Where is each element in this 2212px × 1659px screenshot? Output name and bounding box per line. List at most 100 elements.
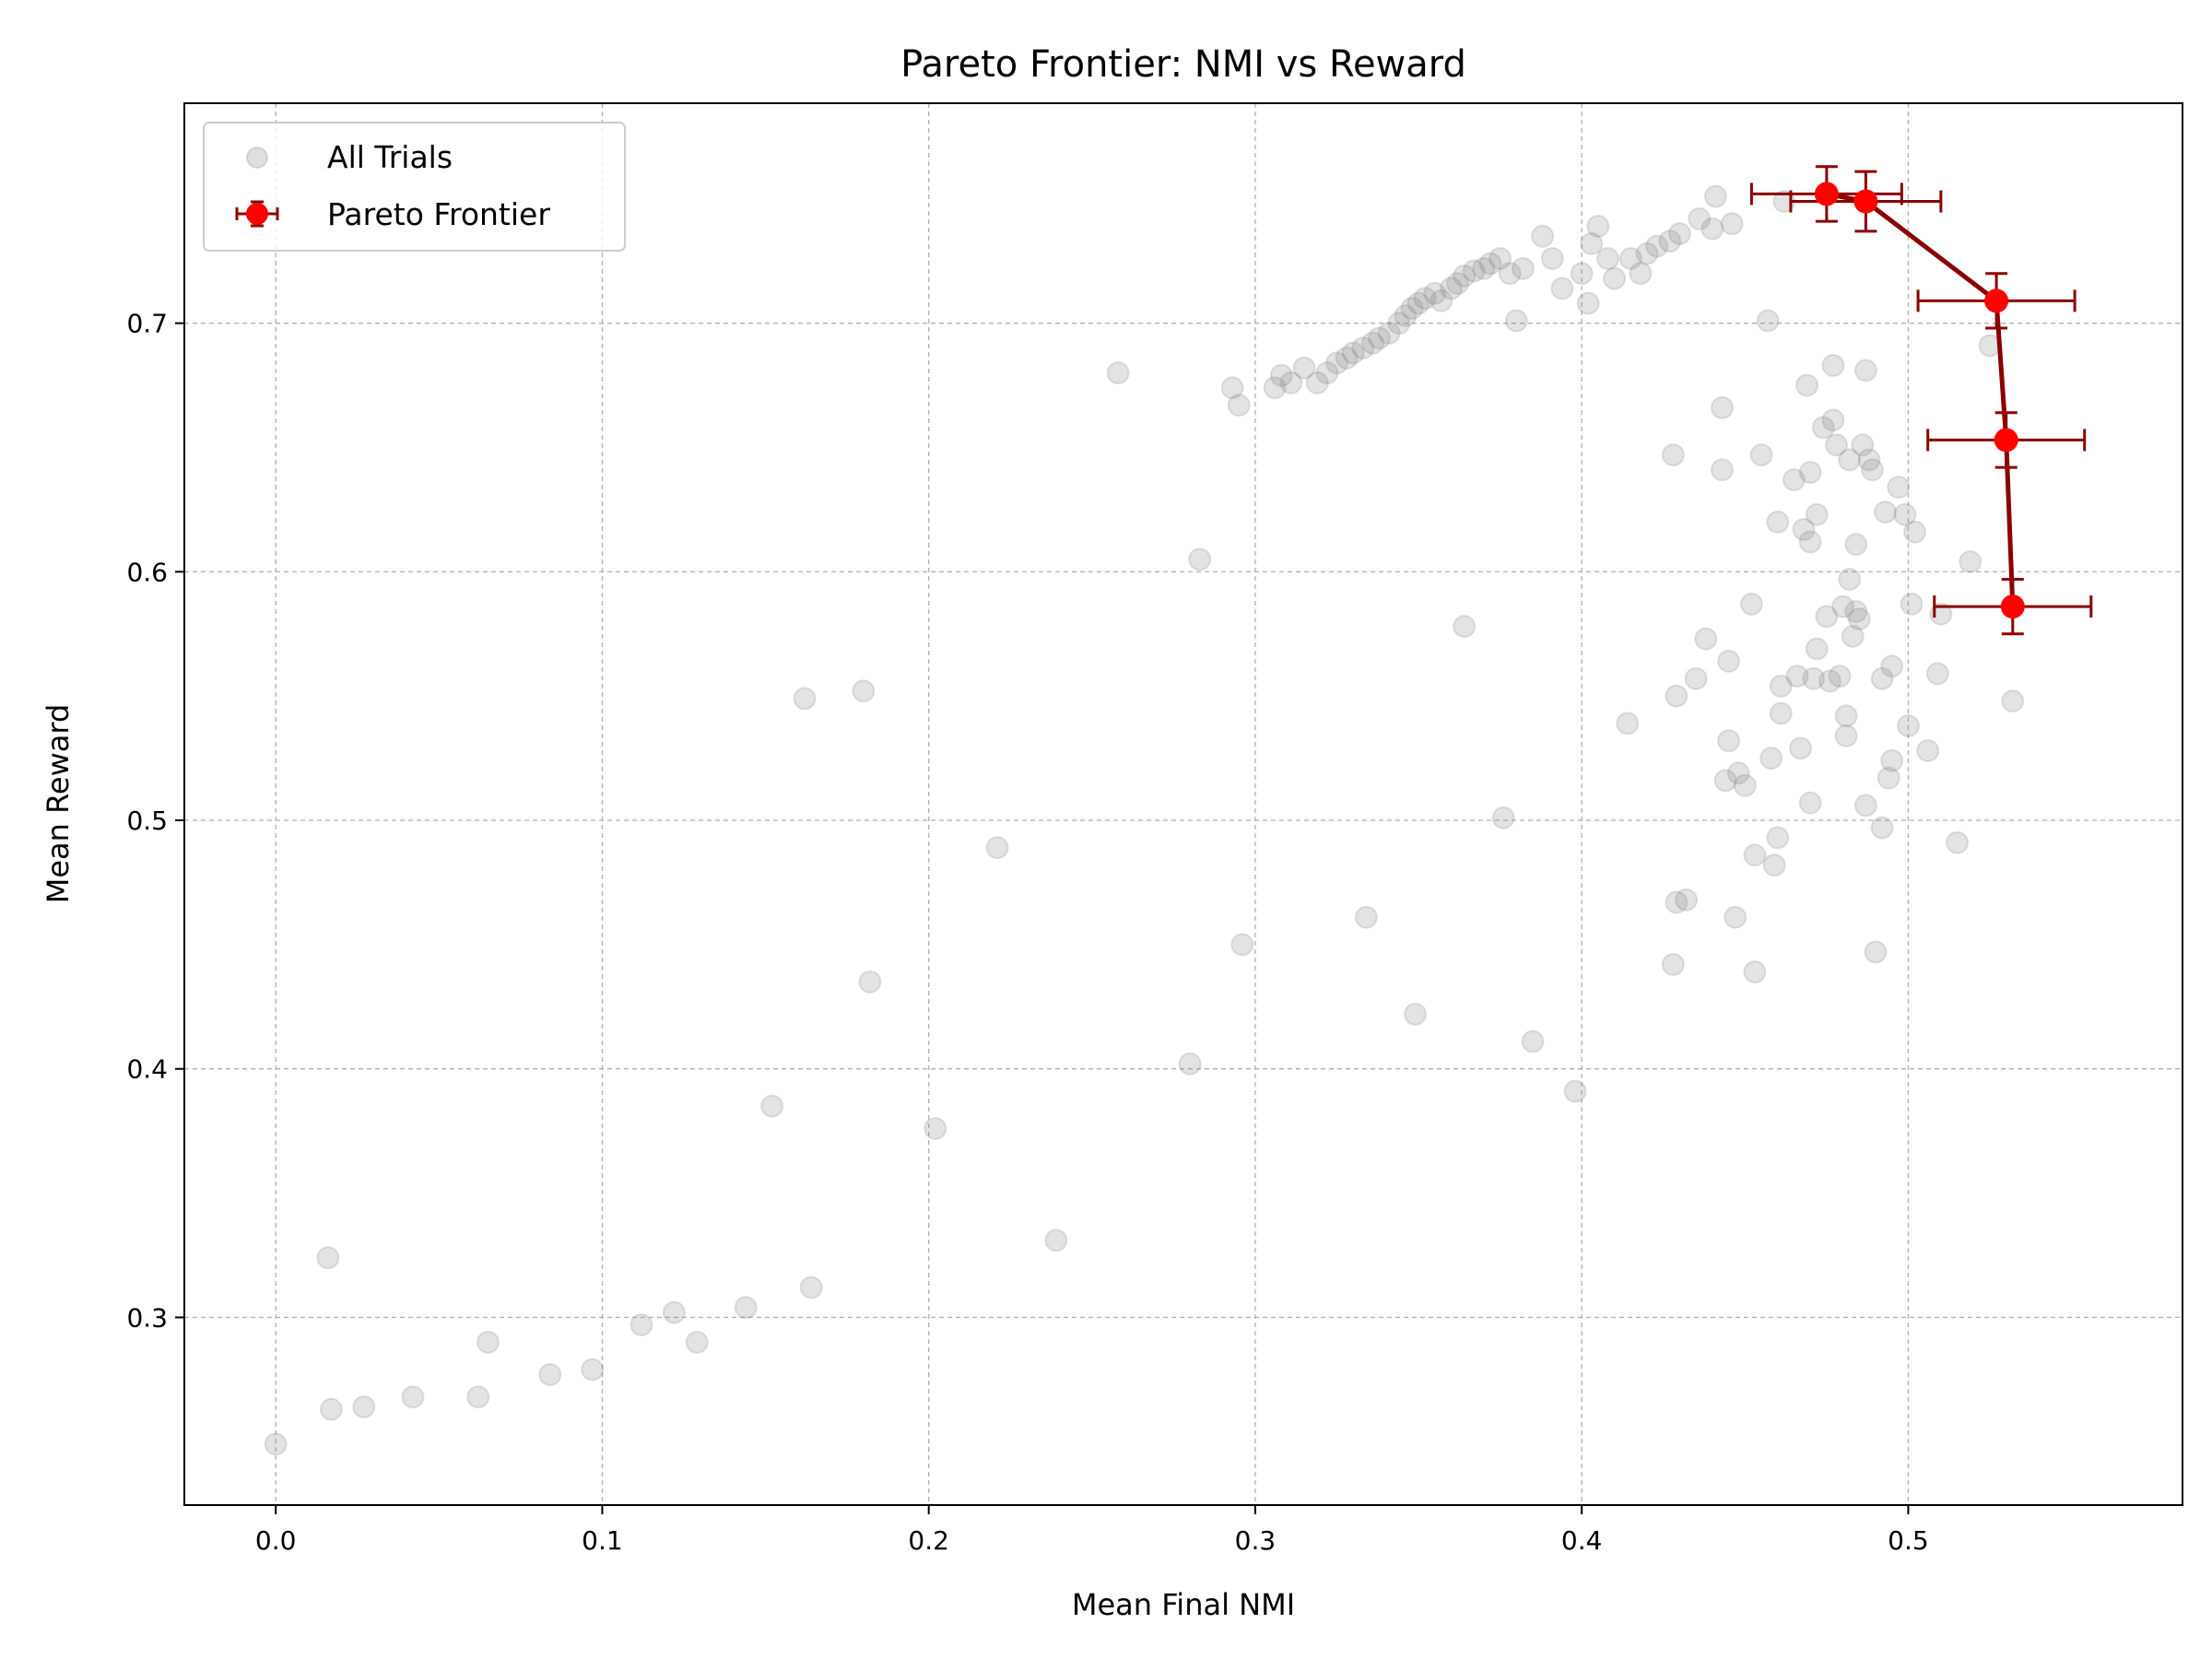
scatter-point xyxy=(1711,395,1735,419)
y-axis-label: Mean Reward xyxy=(41,704,76,904)
scatter-point xyxy=(319,1397,343,1421)
scatter-point xyxy=(1870,666,1894,690)
scatter-point xyxy=(1531,224,1555,248)
scatter-point xyxy=(1896,714,1920,738)
scatter-point xyxy=(466,1385,490,1409)
x-tick-label: 0.3 xyxy=(1235,1525,1277,1556)
scatter-point xyxy=(1263,376,1287,400)
scatter-point xyxy=(1504,309,1528,333)
scatter-point xyxy=(1782,468,1806,492)
pareto-point xyxy=(1984,288,2009,313)
scatter-point xyxy=(1488,247,1512,271)
x-tick-label: 0.1 xyxy=(582,1525,623,1556)
scatter-point xyxy=(1900,592,1924,616)
scatter-point xyxy=(1759,747,1783,771)
scatter-point xyxy=(734,1296,758,1320)
scatter-point xyxy=(1694,627,1718,651)
scatter-point xyxy=(793,687,817,711)
scatter-point xyxy=(1580,231,1604,255)
scatter-point xyxy=(1864,940,1888,964)
scatter-point xyxy=(1324,351,1348,375)
scatter-point xyxy=(1368,326,1392,350)
scatter-point xyxy=(1818,669,1841,693)
scatter-point xyxy=(1860,458,1884,482)
scatter-point xyxy=(1798,460,1822,484)
x-tick-label: 0.4 xyxy=(1561,1525,1603,1556)
scatter-point xyxy=(1360,331,1384,355)
scatter-point xyxy=(1603,266,1627,290)
scatter-point xyxy=(1576,291,1600,315)
scatter-point xyxy=(1665,890,1688,914)
x-tick-label: 0.5 xyxy=(1888,1525,1929,1556)
legend-label-all-trials: All Trials xyxy=(327,139,453,175)
scatter-series-all-trials xyxy=(264,184,2025,1456)
scatter-point xyxy=(1857,448,1881,472)
scatter-point xyxy=(1400,296,1424,320)
scatter-point xyxy=(1756,309,1780,333)
scatter-point xyxy=(1279,371,1303,394)
scatter-point xyxy=(1661,443,1685,467)
pareto-frontier-series xyxy=(1749,165,2093,636)
y-tick-label: 0.6 xyxy=(126,557,168,587)
scatter-point xyxy=(1769,701,1793,725)
scatter-point xyxy=(1724,905,1747,929)
scatter-point xyxy=(1335,346,1359,370)
scatter-point xyxy=(1717,729,1741,753)
scatter-point xyxy=(1269,363,1293,387)
scatter-point xyxy=(1851,433,1875,457)
scatter-point xyxy=(1491,806,1515,830)
scatter-point xyxy=(1106,361,1130,385)
scatter-point xyxy=(1838,448,1862,472)
scatter-point xyxy=(1766,510,1790,534)
legend-box xyxy=(203,122,626,252)
pareto-point xyxy=(1814,182,1839,206)
scatter-point xyxy=(1703,184,1727,208)
scatter-point xyxy=(1870,816,1894,840)
scatter-point xyxy=(1550,276,1574,300)
chart-title: Pareto Frontier: NMI vs Reward xyxy=(900,43,1466,86)
scatter-point xyxy=(858,970,882,994)
scatter-point xyxy=(1618,247,1642,271)
scatter-point xyxy=(1877,766,1900,790)
scatter-point xyxy=(662,1300,686,1324)
scatter-point xyxy=(1661,952,1685,976)
scatter-point xyxy=(1667,222,1691,246)
scatter-point xyxy=(760,1094,784,1118)
scatter-point xyxy=(1629,262,1653,286)
scatter-point xyxy=(1824,433,1848,457)
scatter-point xyxy=(985,836,1009,860)
scatter-point xyxy=(852,679,876,703)
scatter-point xyxy=(1478,252,1502,276)
scatter-point xyxy=(1188,547,1212,571)
scatter-point xyxy=(629,1312,653,1336)
scatter-point xyxy=(1658,229,1682,253)
scatter-point xyxy=(1292,356,1316,380)
scatter-point xyxy=(1802,666,1826,690)
scatter-point xyxy=(1887,476,1911,500)
scatter-point xyxy=(1354,905,1378,929)
scatter-point xyxy=(1227,394,1251,418)
scatter-point xyxy=(352,1394,376,1418)
scatter-point xyxy=(1220,376,1244,400)
scatter-point xyxy=(1635,241,1659,265)
scatter-point xyxy=(1834,724,1858,747)
scatter-point xyxy=(1792,518,1816,542)
scatter-point xyxy=(1739,592,1763,616)
scatter-point xyxy=(1841,624,1865,648)
scatter-point xyxy=(1446,272,1470,296)
scatter-point xyxy=(2001,689,2025,713)
scatter-point xyxy=(1423,281,1447,305)
y-tick-label: 0.7 xyxy=(126,309,168,339)
scatter-point xyxy=(1805,502,1829,526)
scatter-point xyxy=(1844,533,1868,557)
scatter-point xyxy=(1453,264,1477,288)
legend-marker-all-trials xyxy=(246,147,268,169)
scatter-point xyxy=(1178,1052,1202,1076)
scatter-point xyxy=(1596,247,1620,271)
legend-marker-pareto-frontier xyxy=(235,200,279,228)
scatter-point xyxy=(1769,674,1793,698)
scatter-point xyxy=(1834,704,1858,728)
scatter-point xyxy=(1472,256,1496,280)
scatter-point xyxy=(1946,830,1970,854)
x-tick-label: 0.0 xyxy=(255,1525,297,1556)
